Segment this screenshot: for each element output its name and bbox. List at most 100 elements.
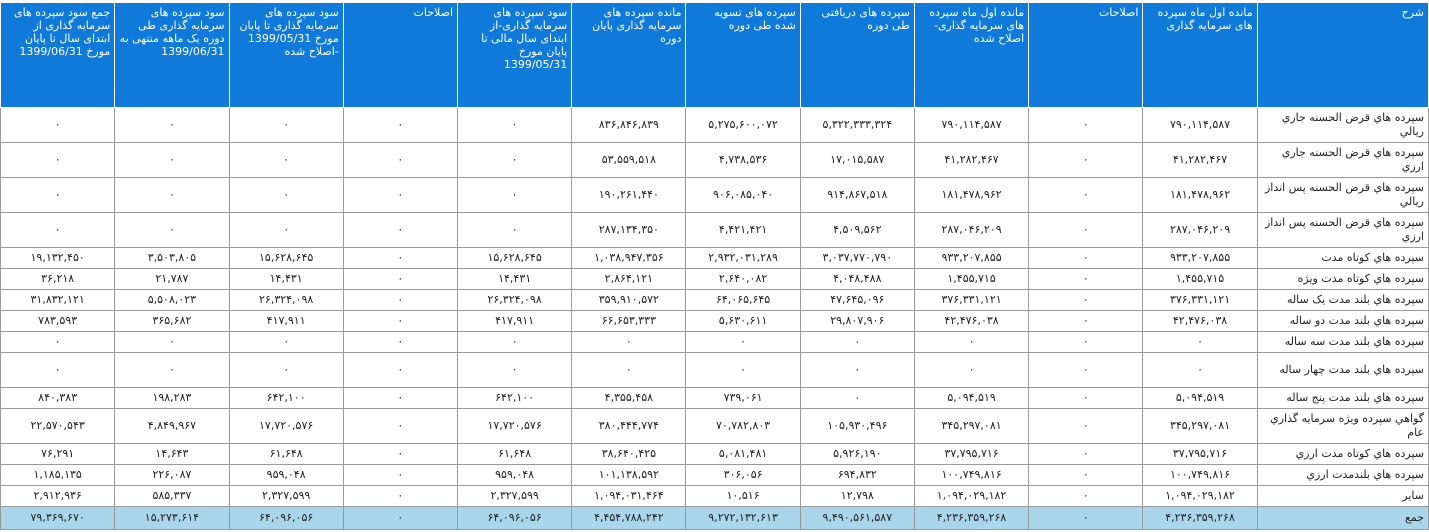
table-cell: ۳,۵۰۳,۸۰۵ bbox=[114, 247, 230, 269]
table-row: ساير ۱,۰۹۴,۰۲۹,۱۸۲ ۰ ۱,۰۹۴,۰۲۹,۱۸۲ ۱۲,۷۹۸ ۱۰,… bbox=[0, 485, 1429, 507]
column-header: سود سپرده های سرمایه گذاری-از ابتدای سال… bbox=[456, 2, 573, 108]
table-cell: ۰ bbox=[342, 408, 459, 444]
table-cell: ۱۸۱,۴۷۸,۹۶۲ bbox=[1142, 177, 1258, 213]
table-cell: ۱۰۱,۱۳۸,۵۹۲ bbox=[571, 464, 687, 486]
table-cell: ۶۴۲,۱۰۰ bbox=[228, 387, 344, 409]
table-cell: ۳۷۶,۳۳۱,۱۲۱ bbox=[913, 289, 1030, 311]
table-cell: ۰ bbox=[114, 142, 230, 178]
table-cell: ۳۶,۲۱۸ bbox=[0, 268, 116, 290]
table-cell: ۰ bbox=[228, 331, 344, 353]
row-description: سپرده هاي کوتاه مدت ويژه bbox=[1256, 268, 1429, 290]
table-cell: ۰ bbox=[342, 464, 459, 486]
row-description: سپرده هاي بلند مدت چهار ساله bbox=[1256, 352, 1429, 388]
table-cell: ۲,۹۳۲,۰۳۱,۲۸۹ bbox=[685, 247, 801, 269]
table-cell: ۵,۶۳۰,۶۱۱ bbox=[685, 310, 801, 332]
table-cell: ۱۷,۰۱۵,۵۸۷ bbox=[799, 142, 915, 178]
table-cell: ۱۴,۶۴۳ bbox=[114, 443, 230, 465]
table-cell: ۱۰۰,۷۴۹,۸۱۶ bbox=[1142, 464, 1258, 486]
table-cell: ۱۰۵,۹۳۰,۴۹۶ bbox=[799, 408, 915, 444]
table-row: سپرده هاي بلند مدت يک ساله ۳۷۶,۳۳۱,۱۲۱ ۰ ۳۷… bbox=[0, 289, 1429, 311]
column-header: اصلاحات bbox=[342, 2, 459, 108]
row-description: سپرده هاي کوتاه مدت ارزي bbox=[1256, 443, 1429, 465]
table-cell: ۰ bbox=[228, 212, 344, 248]
row-description: سپرده هاي بلند مدت يک ساله bbox=[1256, 289, 1429, 311]
table-cell: ۰ bbox=[1028, 212, 1144, 248]
table-cell: ۰ bbox=[228, 142, 344, 178]
total-cell: ۴,۲۳۶,۳۵۹,۲۶۸ bbox=[1142, 506, 1258, 530]
table-cell: ۰ bbox=[456, 331, 573, 353]
table-cell: ۰ bbox=[1028, 107, 1144, 143]
column-header: جمع سود سپرده های سرمایه گذاری از ابتدای… bbox=[0, 2, 116, 108]
row-description: سپرده هاي بلند مدت سه ساله bbox=[1256, 331, 1429, 353]
table-cell: ۰ bbox=[228, 107, 344, 143]
table-cell: ۰ bbox=[342, 352, 459, 388]
table-cell: ۰ bbox=[913, 352, 1030, 388]
row-description: سپرده هاي قرض الحسنه جاري ريالي bbox=[1256, 107, 1429, 143]
table-cell: ۳۴۵,۲۹۷,۰۸۱ bbox=[913, 408, 1030, 444]
total-cell: ۶۴,۰۹۶,۰۵۶ bbox=[456, 506, 573, 530]
table-cell: ۰ bbox=[0, 142, 116, 178]
table-cell: ۳۶۵,۶۸۲ bbox=[114, 310, 230, 332]
table-cell: ۴,۳۵۵,۴۵۸ bbox=[571, 387, 687, 409]
table-cell: ۰ bbox=[685, 331, 801, 353]
table-cell: ۴,۸۴۹,۹۶۷ bbox=[114, 408, 230, 444]
table-cell: ۲,۸۶۴,۱۲۱ bbox=[571, 268, 687, 290]
table-row: سپرده هاي کوتاه مدت ارزي ۳۷,۷۹۵,۷۱۶ ۰ ۳۷,۷۹… bbox=[0, 443, 1429, 465]
table-cell: ۵۸۵,۳۳۷ bbox=[114, 485, 230, 507]
total-cell: ۰ bbox=[1028, 506, 1144, 530]
table-cell: ۹۵۹,۰۴۸ bbox=[228, 464, 344, 486]
table-cell: ۰ bbox=[1028, 408, 1144, 444]
table-cell: ۰ bbox=[0, 212, 116, 248]
table-cell: ۷۶,۲۹۱ bbox=[0, 443, 116, 465]
table-cell: ۰ bbox=[114, 212, 230, 248]
table-cell: ۹۳۳,۲۰۷,۸۵۵ bbox=[913, 247, 1030, 269]
table-row: سپرده هاي قرض الحسنه جاري ريالي ۷۹۰,۱۱۴,۵… bbox=[0, 107, 1429, 143]
column-header: مانده اول ماه سپرده های سرمایه گذاری bbox=[1142, 2, 1258, 108]
table-cell: ۰ bbox=[1028, 268, 1144, 290]
table-cell: ۶۱,۶۴۸ bbox=[228, 443, 344, 465]
table-cell: ۰ bbox=[571, 331, 687, 353]
table-cell: ۴,۰۴۸,۴۸۸ bbox=[799, 268, 915, 290]
table-cell: ۵,۵۰۸,۰۲۳ bbox=[114, 289, 230, 311]
table-cell: ۳۸۰,۴۴۴,۷۷۴ bbox=[571, 408, 687, 444]
table-cell: ۳۵۹,۹۱۰,۵۷۲ bbox=[571, 289, 687, 311]
row-description: گواهي سپرده ويژه سرمايه گذاري عام bbox=[1256, 408, 1429, 444]
header-row: شرح مانده اول ماه سپرده های سرمایه گذاری ا… bbox=[0, 2, 1429, 108]
table-cell: ۱۰۰,۷۴۹,۸۱۶ bbox=[913, 464, 1030, 486]
table-row: گواهي سپرده ويژه سرمايه گذاري عام ۳۴۵,۲۹۷… bbox=[0, 408, 1429, 444]
table-cell: ۲۶,۳۲۴,۰۹۸ bbox=[228, 289, 344, 311]
table-cell: ۴۱,۲۸۲,۴۶۷ bbox=[1142, 142, 1258, 178]
table-cell: ۲۱,۷۸۷ bbox=[114, 268, 230, 290]
table-row: سپرده هاي قرض الحسنه جاري ارزي ۴۱,۲۸۲,۴۶۷… bbox=[0, 142, 1429, 178]
total-cell: ۱۵,۲۷۳,۶۱۴ bbox=[114, 506, 230, 530]
table-cell: ۰ bbox=[685, 352, 801, 388]
table-cell: ۲۲,۵۷۰,۵۴۳ bbox=[0, 408, 116, 444]
table-cell: ۴۲,۴۷۶,۰۳۸ bbox=[913, 310, 1030, 332]
table-cell: ۰ bbox=[114, 331, 230, 353]
table-cell: ۰ bbox=[342, 289, 459, 311]
table-cell: ۱,۱۸۵,۱۳۵ bbox=[0, 464, 116, 486]
table-cell: ۳,۰۳۷,۷۷۰,۷۹۰ bbox=[799, 247, 915, 269]
table-cell: ۴,۵۰۹,۵۶۲ bbox=[799, 212, 915, 248]
column-header: مانده اول ماه سپرده های سرمایه گذاری- اص… bbox=[913, 2, 1030, 108]
table-cell: ۰ bbox=[342, 142, 459, 178]
table-cell: ۰ bbox=[0, 331, 116, 353]
table-cell: ۳۷,۷۹۵,۷۱۶ bbox=[1142, 443, 1258, 465]
table-cell: ۲۸۷,۰۴۶,۲۰۹ bbox=[913, 212, 1030, 248]
table-cell: ۳۴۵,۲۹۷,۰۸۱ bbox=[1142, 408, 1258, 444]
table-row: سپرده هاي قرض الحسنه پس انداز ارزي ۲۸۷,۰۴… bbox=[0, 212, 1429, 248]
table-cell: ۰ bbox=[799, 387, 915, 409]
table-cell: ۴۷,۶۴۵,۰۹۶ bbox=[799, 289, 915, 311]
table-cell: ۰ bbox=[1028, 310, 1144, 332]
table-cell: ۰ bbox=[342, 331, 459, 353]
table-cell: ۰ bbox=[342, 443, 459, 465]
table-cell: ۰ bbox=[114, 107, 230, 143]
table-cell: ۰ bbox=[1028, 247, 1144, 269]
table-cell: ۰ bbox=[1028, 177, 1144, 213]
row-description: سپرده هاي بلندمدت ارزي bbox=[1256, 464, 1429, 486]
table-cell: ۲۲۶,۰۸۷ bbox=[114, 464, 230, 486]
table-cell: ۱۴,۴۳۱ bbox=[456, 268, 573, 290]
table-cell: ۰ bbox=[0, 107, 116, 143]
row-description: سپرده هاي کوتاه مدت bbox=[1256, 247, 1429, 269]
